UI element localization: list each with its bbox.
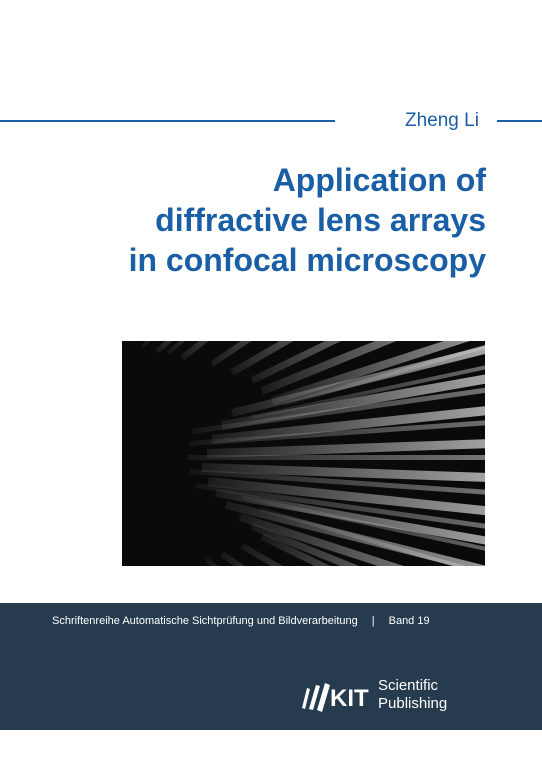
series-volume-label: Band — [389, 615, 415, 627]
title-line-2: diffractive lens arrays — [155, 202, 486, 238]
cover-image — [122, 341, 485, 566]
series-volume-number: 19 — [417, 615, 429, 627]
publisher-line-1: Scientific — [378, 677, 447, 695]
bottom-strip — [34, 730, 542, 768]
kit-logo-icon: KIT — [300, 676, 370, 714]
publisher-block: KIT Scientific Publishing — [300, 676, 447, 714]
book-title: Application of diffractive lens arrays i… — [90, 160, 486, 280]
author-rule-left — [0, 120, 335, 122]
publisher-line-2: Publishing — [378, 695, 447, 713]
series-name: Schriftenreihe Automatische Sichtprüfung… — [52, 615, 358, 627]
kit-logo-text: KIT — [330, 685, 369, 712]
title-line-1: Application of — [273, 162, 486, 198]
title-line-3: in confocal microscopy — [129, 242, 486, 278]
author-name: Zheng Li — [335, 110, 497, 132]
series-separator: | — [358, 615, 389, 627]
author-row: Zheng Li — [0, 110, 542, 132]
publisher-text: Scientific Publishing — [378, 677, 447, 713]
author-rule-right — [497, 120, 542, 122]
series-info: Schriftenreihe Automatische Sichtprüfung… — [52, 615, 430, 627]
